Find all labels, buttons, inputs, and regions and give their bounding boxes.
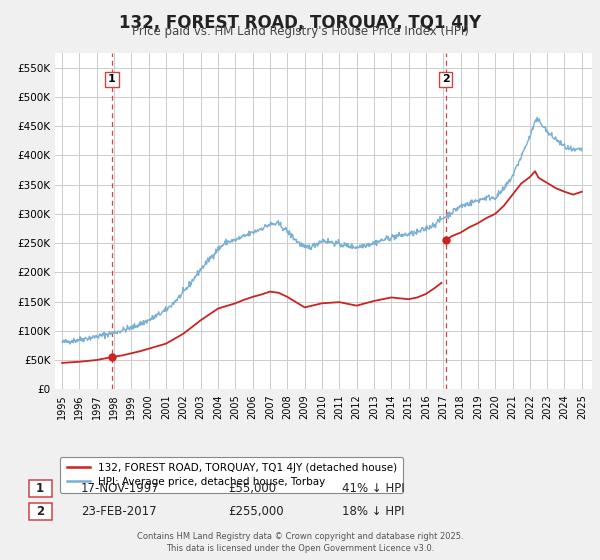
Text: 18% ↓ HPI: 18% ↓ HPI xyxy=(342,505,404,519)
Text: 2: 2 xyxy=(36,505,44,519)
Text: 17-NOV-1997: 17-NOV-1997 xyxy=(81,482,160,496)
Text: £55,000: £55,000 xyxy=(228,482,276,496)
Text: 1: 1 xyxy=(108,74,116,85)
Text: 23-FEB-2017: 23-FEB-2017 xyxy=(81,505,157,519)
Text: Price paid vs. HM Land Registry's House Price Index (HPI): Price paid vs. HM Land Registry's House … xyxy=(131,25,469,38)
Text: Contains HM Land Registry data © Crown copyright and database right 2025.
This d: Contains HM Land Registry data © Crown c… xyxy=(137,532,463,553)
Text: £255,000: £255,000 xyxy=(228,505,284,519)
Legend: 132, FOREST ROAD, TORQUAY, TQ1 4JY (detached house), HPI: Average price, detache: 132, FOREST ROAD, TORQUAY, TQ1 4JY (deta… xyxy=(61,456,403,493)
Text: 132, FOREST ROAD, TORQUAY, TQ1 4JY: 132, FOREST ROAD, TORQUAY, TQ1 4JY xyxy=(119,14,481,32)
Text: 41% ↓ HPI: 41% ↓ HPI xyxy=(342,482,404,496)
Text: 1: 1 xyxy=(36,482,44,496)
Text: 2: 2 xyxy=(442,74,449,85)
